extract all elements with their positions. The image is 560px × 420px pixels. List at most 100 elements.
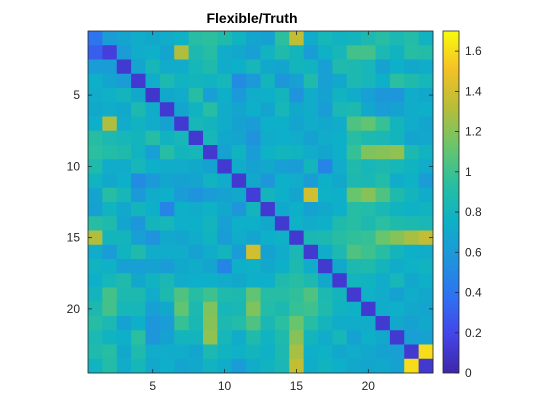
heatmap-cell bbox=[303, 344, 319, 360]
heatmap-cell bbox=[102, 301, 118, 317]
heatmap-cell bbox=[303, 187, 319, 203]
heatmap-cell bbox=[260, 187, 276, 203]
heatmap-cell bbox=[289, 244, 305, 260]
heatmap-cell bbox=[116, 330, 132, 345]
heatmap-cell bbox=[116, 116, 132, 132]
heatmap-cell bbox=[246, 344, 261, 360]
heatmap-cell bbox=[231, 59, 247, 75]
heatmap-cell bbox=[418, 116, 434, 132]
heatmap-cell bbox=[231, 230, 247, 246]
heatmap-cell bbox=[418, 173, 434, 189]
heatmap-cell bbox=[389, 273, 405, 288]
heatmap-cell bbox=[246, 301, 261, 317]
heatmap-cell bbox=[260, 145, 276, 160]
heatmap-cell bbox=[159, 287, 175, 303]
heatmap-cell bbox=[303, 45, 319, 60]
heatmap-cell bbox=[217, 287, 233, 303]
heatmap-cell bbox=[318, 259, 333, 274]
heatmap-cell bbox=[246, 59, 261, 75]
heatmap-cell bbox=[318, 244, 333, 260]
heatmap-cell bbox=[389, 145, 405, 160]
heatmap-cell bbox=[274, 273, 290, 288]
heatmap-cell bbox=[332, 59, 348, 75]
heatmap-cell bbox=[375, 187, 391, 203]
heatmap-cell bbox=[188, 244, 204, 260]
heatmap-cell bbox=[102, 316, 118, 331]
heatmap-cell bbox=[246, 273, 261, 288]
heatmap-cell bbox=[102, 102, 118, 117]
heatmap-cell bbox=[318, 316, 333, 331]
heatmap-cell bbox=[389, 173, 405, 189]
heatmap-cell bbox=[346, 173, 362, 189]
heatmap-cell bbox=[332, 330, 348, 345]
heatmap-cell bbox=[346, 45, 362, 60]
colorbar-ticks: 0 0.2 0.4 0.6 0.8 1 1.2 1.4 1.6 bbox=[455, 44, 482, 380]
heatmap-cell bbox=[375, 173, 391, 189]
heatmap-cell bbox=[303, 287, 319, 303]
heatmap-cell bbox=[346, 187, 362, 203]
heatmap-cell bbox=[303, 273, 319, 288]
heatmap-cell bbox=[318, 159, 333, 174]
heatmap-cell bbox=[332, 244, 348, 260]
colorbar-tick-label: 1.6 bbox=[465, 44, 482, 58]
heatmap-cell bbox=[203, 159, 218, 174]
heatmap-cell bbox=[375, 116, 391, 132]
heatmap-cell bbox=[231, 358, 247, 374]
heatmap-cell bbox=[217, 159, 233, 174]
heatmap-cell bbox=[389, 344, 405, 360]
heatmap-cell bbox=[346, 159, 362, 174]
heatmap-cell bbox=[231, 316, 247, 331]
heatmap-cell bbox=[389, 102, 405, 117]
heatmap-cell bbox=[274, 159, 290, 174]
heatmap-cell bbox=[332, 216, 348, 231]
heatmap-cell bbox=[260, 173, 276, 189]
heatmap-cell bbox=[102, 287, 118, 303]
heatmap-cell bbox=[389, 259, 405, 274]
heatmap-cell bbox=[361, 73, 376, 89]
heatmap-cell bbox=[346, 216, 362, 231]
heatmap-cell bbox=[102, 202, 118, 217]
heatmap-cell bbox=[203, 59, 218, 75]
heatmap-cell bbox=[174, 145, 190, 160]
heatmap-cell bbox=[260, 159, 276, 174]
heatmap-cell bbox=[260, 88, 276, 103]
heatmap-cell bbox=[260, 130, 276, 146]
heatmap-cell bbox=[116, 88, 132, 103]
heatmap-cell bbox=[346, 88, 362, 103]
heatmap-cell bbox=[159, 301, 175, 317]
heatmap-cell bbox=[102, 45, 118, 60]
heatmap-cell bbox=[131, 216, 146, 231]
x-tick-label: 10 bbox=[218, 379, 232, 393]
heatmap-cell bbox=[174, 316, 190, 331]
heatmap-cell bbox=[375, 130, 391, 146]
heatmap-cell bbox=[289, 88, 305, 103]
heatmap-cell bbox=[231, 102, 247, 117]
heatmap-cell bbox=[289, 358, 305, 374]
heatmap-cell bbox=[274, 344, 290, 360]
colorbar: 0 0.2 0.4 0.6 0.8 1 1.2 1.4 1.6 bbox=[442, 30, 482, 380]
heatmap-cell bbox=[159, 130, 175, 146]
heatmap-cell bbox=[102, 145, 118, 160]
heatmap-cell bbox=[217, 59, 233, 75]
heatmap-cell bbox=[231, 145, 247, 160]
heatmap-cell bbox=[102, 344, 118, 360]
heatmap-cell bbox=[389, 88, 405, 103]
heatmap-cell bbox=[361, 187, 376, 203]
heatmap-cell bbox=[389, 73, 405, 89]
heatmap-cell bbox=[260, 316, 276, 331]
heatmap-cell bbox=[260, 116, 276, 132]
heatmap-cell bbox=[361, 301, 376, 317]
heatmap-cell bbox=[246, 287, 261, 303]
heatmap-cell bbox=[159, 187, 175, 203]
heatmap-cell bbox=[260, 244, 276, 260]
heatmap-cell bbox=[217, 344, 233, 360]
heatmap-cell bbox=[318, 88, 333, 103]
heatmap-cell bbox=[246, 230, 261, 246]
heatmap-cell bbox=[231, 244, 247, 260]
heatmap-cell bbox=[404, 159, 420, 174]
heatmap-cell bbox=[361, 173, 376, 189]
heatmap-cell bbox=[375, 316, 391, 331]
heatmap-cell bbox=[231, 159, 247, 174]
heatmap-cell bbox=[203, 173, 218, 189]
heatmap-cell bbox=[303, 59, 319, 75]
